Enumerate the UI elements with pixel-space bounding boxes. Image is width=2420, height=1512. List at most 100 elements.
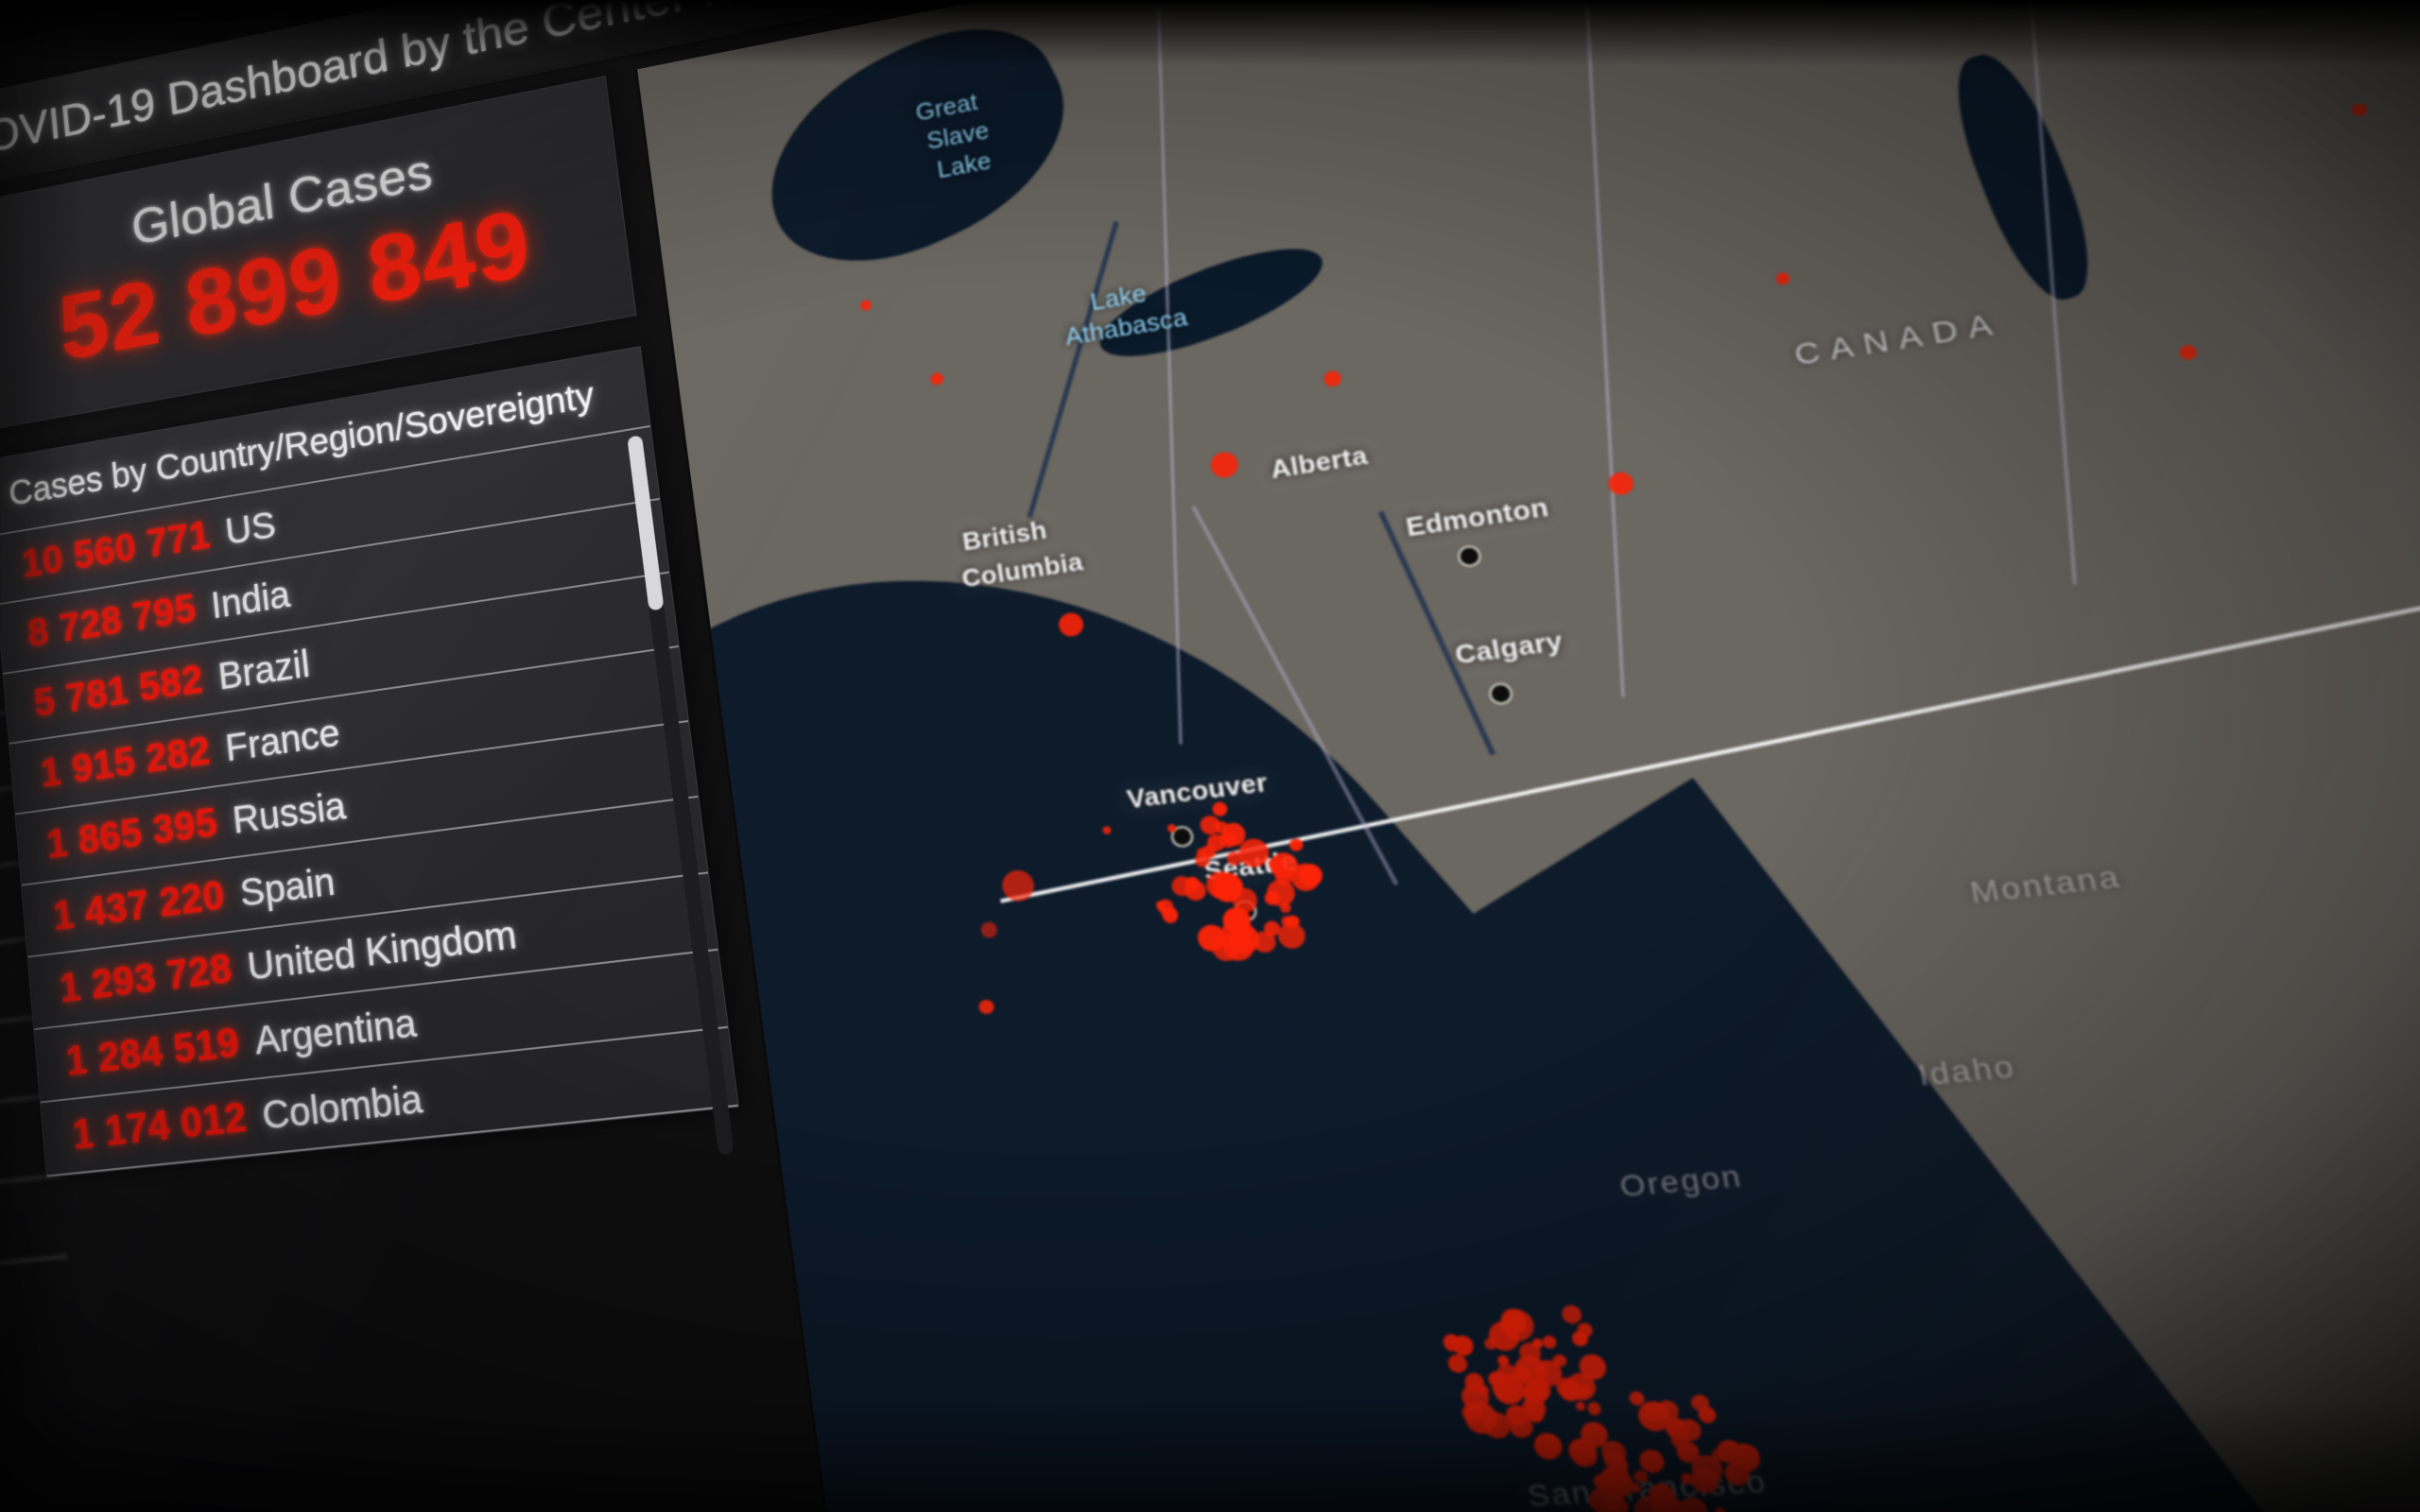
case-dot <box>1578 1384 1592 1397</box>
case-map[interactable]: Great Slave Lake Lake Athabasca British Colum… <box>634 0 2420 1512</box>
case-dot <box>1676 1496 1710 1512</box>
case-dot <box>1238 926 1253 939</box>
case-dot <box>1710 1448 1727 1463</box>
case-dot <box>1460 1383 1492 1411</box>
case-dot <box>1531 1359 1564 1388</box>
country-name: Argentina <box>252 1000 419 1063</box>
case-dot <box>1688 1453 1726 1486</box>
case-dot <box>1441 1333 1462 1352</box>
case-dot <box>2177 343 2199 362</box>
case-dot <box>1696 1405 1719 1425</box>
case-dot <box>1219 915 1255 948</box>
case-dot <box>1674 1440 1702 1464</box>
region-label: CANADA <box>1791 306 2006 372</box>
case-dot <box>1494 1363 1520 1386</box>
case-dot <box>1599 1440 1629 1466</box>
case-dot <box>1664 1503 1697 1512</box>
case-count: 1 284 519 <box>63 1020 242 1085</box>
case-dot <box>1491 1372 1528 1405</box>
case-dot <box>1483 1336 1499 1350</box>
country-name: US <box>223 503 278 553</box>
case-dot <box>1208 450 1240 480</box>
case-dot <box>1193 851 1212 868</box>
case-dot <box>1285 914 1301 929</box>
case-dot <box>1219 821 1248 848</box>
case-dot <box>1487 1370 1508 1389</box>
case-dot <box>1273 867 1295 887</box>
great-slave-lake <box>735 0 1101 301</box>
case-dot <box>1606 471 1635 497</box>
case-dot <box>1497 1308 1536 1343</box>
case-dot <box>1507 1414 1535 1439</box>
case-dot <box>1156 899 1175 916</box>
case-dot <box>1649 1495 1689 1512</box>
country-name: India <box>209 572 292 627</box>
case-dot <box>1531 1432 1564 1460</box>
case-dot <box>1289 862 1322 893</box>
table-row[interactable]: 0 393Belgium <box>0 1176 67 1292</box>
case-dot <box>1644 1408 1661 1423</box>
case-dot <box>1230 931 1242 942</box>
case-dot <box>1586 1401 1602 1416</box>
bc-alberta-border <box>1156 0 1183 745</box>
river-system-north <box>1027 221 1119 519</box>
cases-by-country-card: Cases by Country/Region/Sovereignty 10 5… <box>0 346 739 1178</box>
case-dot <box>1632 1494 1672 1512</box>
case-count: 8 728 795 <box>26 586 199 656</box>
case-dot <box>1586 1486 1620 1512</box>
country-name: Colombia <box>260 1075 425 1138</box>
case-dot <box>1648 1500 1687 1512</box>
case-dot <box>1462 1401 1500 1435</box>
city-label: Edmonton <box>1403 491 1551 542</box>
case-dot <box>1236 836 1271 869</box>
city-marker <box>1169 824 1195 849</box>
case-dot <box>1213 820 1229 834</box>
case-dot <box>1608 1456 1630 1475</box>
case-dot <box>1160 905 1180 924</box>
case-dot <box>1601 1496 1623 1512</box>
case-dot <box>1726 1440 1739 1452</box>
case-dot <box>1629 1483 1642 1494</box>
case-dot <box>1552 1354 1567 1368</box>
alberta-sask-border <box>1580 0 1625 697</box>
case-dot <box>1195 922 1229 954</box>
case-dot <box>1265 878 1297 908</box>
country-name: Spain <box>237 859 337 915</box>
case-dot <box>1542 1334 1558 1349</box>
sask-manitoba-border <box>2014 0 2077 585</box>
case-dot <box>1598 1466 1629 1493</box>
case-dot <box>1633 1469 1650 1484</box>
city-label: Seattle <box>1201 845 1299 887</box>
case-dot <box>1667 1420 1691 1441</box>
case-dot <box>1251 930 1277 954</box>
case-dot <box>1504 1404 1530 1427</box>
region-label: British <box>960 514 1049 557</box>
case-dot <box>1533 1411 1544 1420</box>
case-dot <box>1451 1334 1476 1357</box>
case-dot <box>1211 801 1229 817</box>
case-dot <box>1557 1380 1583 1403</box>
case-dot <box>1714 1439 1744 1465</box>
case-dot <box>1184 879 1208 902</box>
case-dot <box>1509 1315 1529 1333</box>
case-dot <box>1602 1464 1632 1489</box>
case-dot <box>1526 1406 1546 1424</box>
case-dot <box>1161 907 1171 918</box>
case-dot <box>1654 1400 1681 1422</box>
case-dot <box>1598 1467 1635 1500</box>
case-dot <box>1225 850 1243 868</box>
case-dot <box>1230 886 1260 914</box>
case-dot <box>1578 1353 1608 1381</box>
case-dot <box>1200 844 1218 860</box>
city-label: Calgary <box>1452 625 1565 670</box>
case-dot <box>1525 1377 1554 1402</box>
case-dot <box>859 299 873 312</box>
case-dot <box>1517 1341 1544 1365</box>
case-dot <box>1689 1467 1721 1494</box>
case-dot <box>1267 856 1285 872</box>
case-dot <box>1167 823 1177 833</box>
case-dot <box>1574 1400 1586 1412</box>
case-dot <box>1714 1506 1727 1512</box>
